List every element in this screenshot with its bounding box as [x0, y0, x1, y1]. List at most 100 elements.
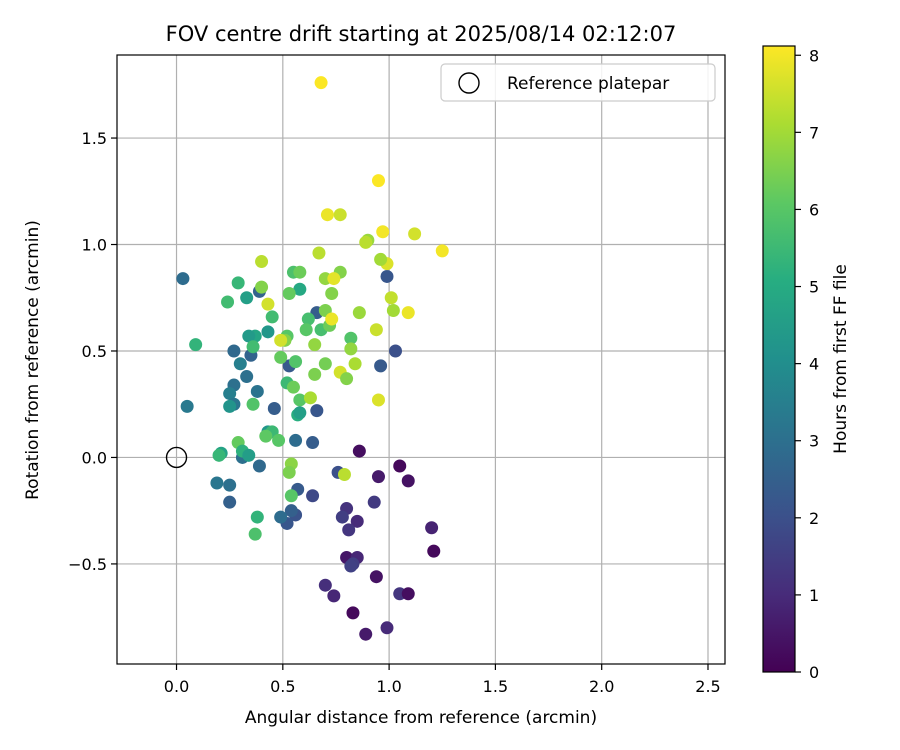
colorbar-tick-label: 4: [809, 355, 819, 374]
reference-platepar-marker: [165, 446, 188, 469]
y-axis-label: Rotation from reference (arcmin): [23, 220, 43, 500]
data-point: [282, 465, 296, 479]
data-point: [223, 399, 237, 413]
data-point: [325, 286, 339, 300]
data-point: [344, 342, 358, 356]
data-point: [401, 587, 415, 601]
plot-frame: [116, 54, 726, 665]
data-point: [380, 269, 394, 283]
data-point: [301, 312, 315, 326]
colorbar-tick-label: 2: [809, 509, 819, 528]
data-point: [274, 350, 288, 364]
legend: Reference platepar: [440, 63, 716, 102]
legend-box: [440, 63, 716, 102]
data-point: [227, 344, 241, 358]
data-point: [248, 527, 262, 541]
data-point: [274, 510, 288, 524]
data-points: [176, 76, 449, 641]
x-tick-label: 0.5: [270, 677, 295, 696]
data-point: [350, 514, 364, 528]
data-point: [388, 344, 402, 358]
x-tick-label: 1.5: [483, 677, 508, 696]
data-point: [314, 76, 328, 90]
data-point: [246, 397, 260, 411]
data-point: [352, 444, 366, 458]
data-point: [221, 295, 235, 309]
data-point: [308, 338, 322, 352]
data-point: [310, 404, 324, 418]
data-point: [371, 174, 385, 188]
colorbar-gradient: [762, 45, 796, 673]
data-point: [374, 252, 388, 266]
data-point: [352, 306, 366, 320]
data-point: [189, 338, 203, 352]
colorbar-tick-label: 3: [809, 432, 819, 451]
data-point: [359, 627, 373, 641]
data-point: [265, 310, 279, 324]
data-point: [210, 476, 224, 490]
data-point: [293, 406, 307, 420]
y-tick-label: 1.5: [82, 129, 107, 148]
y-tick-label: −0.5: [68, 555, 107, 574]
data-point: [286, 380, 300, 394]
data-point: [335, 510, 349, 524]
data-point: [233, 357, 247, 371]
data-point: [320, 208, 334, 222]
colorbar-tick-label: 7: [809, 123, 819, 142]
data-point: [306, 436, 320, 450]
legend-entry-reference-platepar: Reference platepar: [507, 74, 669, 94]
reference-marker-layer: [165, 446, 188, 469]
data-point: [299, 323, 313, 337]
legend-reference-marker: [458, 72, 480, 94]
data-point: [337, 467, 351, 481]
colorbar: 0 1 2 3 4 5 6 7 8 Hours from first FF file: [762, 45, 851, 682]
data-point: [371, 470, 385, 484]
data-point: [267, 401, 281, 415]
data-point: [180, 399, 194, 413]
data-point: [367, 495, 381, 509]
data-point: [369, 570, 383, 584]
data-point: [272, 433, 286, 447]
data-point: [344, 559, 358, 573]
data-point: [401, 306, 415, 320]
data-point: [435, 244, 449, 258]
data-point: [359, 235, 373, 249]
data-point: [255, 280, 269, 294]
data-point: [401, 474, 415, 488]
data-point: [223, 478, 237, 492]
data-point: [284, 489, 298, 503]
data-point: [325, 312, 339, 326]
data-point: [371, 393, 385, 407]
data-point: [374, 359, 388, 373]
y-tick-label: 1.0: [82, 236, 107, 255]
colorbar-tick-label: 8: [809, 46, 819, 65]
data-point: [261, 297, 275, 311]
colorbar-ticks: 0 1 2 3 4 5 6 7 8: [795, 46, 819, 682]
data-point: [240, 291, 254, 305]
data-point: [293, 265, 307, 279]
data-point: [346, 606, 360, 620]
data-point: [384, 291, 398, 305]
chart-title: FOV centre drift starting at 2025/08/14 …: [166, 22, 677, 46]
data-point: [376, 225, 390, 239]
data-point: [303, 391, 317, 405]
data-point: [408, 227, 422, 241]
data-point: [306, 489, 320, 503]
data-point: [344, 331, 358, 345]
data-point: [289, 433, 303, 447]
data-point: [261, 325, 275, 339]
data-point: [380, 621, 394, 635]
y-tick-label: 0.5: [82, 342, 107, 361]
data-point: [293, 393, 307, 407]
y-tick-label: 0.0: [82, 448, 107, 467]
data-point: [308, 367, 322, 381]
data-point: [284, 504, 298, 518]
data-point: [255, 255, 269, 269]
data-point: [312, 246, 326, 260]
y-axis-ticks: −0.5 0.0 0.5 1.0 1.5: [68, 129, 117, 574]
data-point: [212, 448, 226, 462]
data-point: [348, 357, 362, 371]
data-point: [386, 304, 400, 318]
